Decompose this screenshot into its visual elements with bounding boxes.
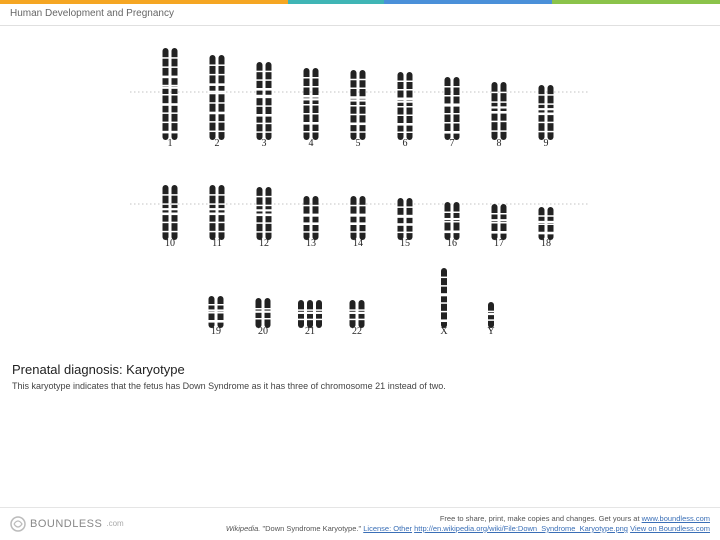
accent-bar <box>0 0 720 4</box>
logo-text: BOUNDLESS <box>30 518 102 530</box>
svg-text:X: X <box>440 326 448 337</box>
caption-text: This karyotype indicates that the fetus … <box>12 381 708 393</box>
svg-text:2: 2 <box>215 138 220 149</box>
caption-block: Prenatal diagnosis: Karyotype This karyo… <box>0 356 720 395</box>
footer-quote: "Down Syndrome Karyotype." <box>260 524 363 533</box>
svg-text:3: 3 <box>262 138 267 149</box>
svg-text:17: 17 <box>494 238 504 249</box>
footer-text: Free to share, print, make copies and ch… <box>226 514 710 534</box>
svg-text:9: 9 <box>544 138 549 149</box>
svg-text:22: 22 <box>352 326 362 337</box>
footer-link-view[interactable]: View on Boundless.com <box>630 524 710 533</box>
footer-link-license[interactable]: License: Other <box>363 524 412 533</box>
svg-text:16: 16 <box>447 238 457 249</box>
svg-text:15: 15 <box>400 238 410 249</box>
svg-text:18: 18 <box>541 238 551 249</box>
svg-text:4: 4 <box>309 138 314 149</box>
svg-text:20: 20 <box>258 326 268 337</box>
svg-text:1: 1 <box>168 138 173 149</box>
footer-line1-text: Free to share, print, make copies and ch… <box>440 514 642 523</box>
svg-text:19: 19 <box>211 326 221 337</box>
svg-text:10: 10 <box>165 238 175 249</box>
footer-source: Wikipedia. <box>226 524 261 533</box>
svg-text:7: 7 <box>450 138 455 149</box>
svg-text:12: 12 <box>259 238 269 249</box>
svg-text:6: 6 <box>403 138 408 149</box>
svg-text:14: 14 <box>353 238 363 249</box>
svg-text:11: 11 <box>212 238 222 249</box>
karyotype-figure: 12345678910111213141516171819202122XY <box>0 26 720 356</box>
svg-text:Y: Y <box>487 326 494 337</box>
footer-link-source-url[interactable]: http://en.wikipedia.org/wiki/File:Down_S… <box>414 524 628 533</box>
caption-title: Prenatal diagnosis: Karyotype <box>12 362 708 377</box>
footer: BOUNDLESS .com Free to share, print, make… <box>0 507 720 540</box>
footer-link-boundless[interactable]: www.boundless.com <box>642 514 710 523</box>
logo-icon <box>10 516 26 532</box>
svg-text:21: 21 <box>305 326 315 337</box>
svg-text:5: 5 <box>356 138 361 149</box>
svg-text:13: 13 <box>306 238 316 249</box>
logo: BOUNDLESS .com <box>10 516 124 532</box>
logo-suffix: .com <box>106 519 123 528</box>
page-header: Human Development and Pregnancy <box>0 4 720 26</box>
header-title: Human Development and Pregnancy <box>10 8 174 19</box>
svg-text:8: 8 <box>497 138 502 149</box>
